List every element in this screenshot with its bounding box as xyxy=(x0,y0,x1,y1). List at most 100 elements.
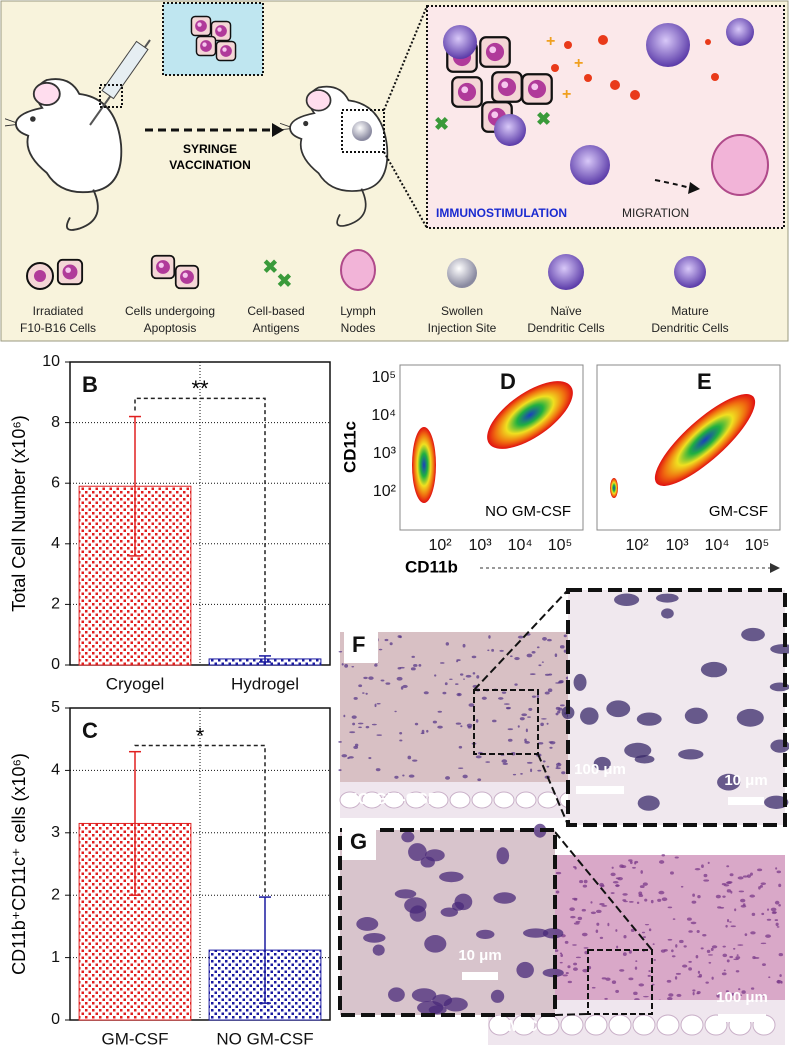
nucleus xyxy=(476,929,495,939)
nucleus xyxy=(466,723,473,728)
nucleus xyxy=(349,731,356,734)
nucleus xyxy=(657,898,662,902)
nucleus xyxy=(352,722,356,726)
fat-cell xyxy=(515,791,537,809)
nucleus xyxy=(599,882,604,887)
nucleus xyxy=(411,988,437,1003)
nucleus xyxy=(516,961,534,979)
nucleus xyxy=(358,726,362,729)
zoom-box xyxy=(99,84,123,108)
fat-cell xyxy=(656,1014,680,1036)
y-tick-label: 1 xyxy=(51,949,60,966)
panel-letter: C xyxy=(82,718,98,743)
nucleus xyxy=(573,967,578,971)
nucleus xyxy=(619,969,625,972)
nucleus xyxy=(546,765,550,768)
nucleus xyxy=(629,861,633,865)
nucleus xyxy=(525,728,528,733)
x-tick-label: 10³ xyxy=(468,537,492,554)
nucleus xyxy=(440,907,459,917)
y-tick-label: 10⁴ xyxy=(371,407,396,424)
nucleus xyxy=(703,873,708,878)
nucleus xyxy=(758,886,761,890)
nucleus xyxy=(537,769,542,772)
nucleus xyxy=(663,948,668,952)
panel-letter: F xyxy=(352,632,365,657)
nucleus xyxy=(683,945,687,948)
nucleus xyxy=(507,728,514,731)
nucleus xyxy=(536,646,540,649)
svg-text:+: + xyxy=(574,55,583,72)
legend-label: Irradiated xyxy=(33,304,84,318)
nucleus xyxy=(750,931,756,935)
nucleus xyxy=(640,870,643,874)
nucleus xyxy=(655,593,679,603)
nucleus xyxy=(462,774,468,779)
nucleus xyxy=(632,866,636,869)
nucleus xyxy=(514,656,520,661)
nucleus xyxy=(666,979,672,983)
nucleus xyxy=(672,918,676,920)
nucleus xyxy=(439,662,445,664)
legend-label: F10-B16 Cells xyxy=(20,321,96,335)
x-tick-label: 10³ xyxy=(665,537,689,554)
zoom-box xyxy=(341,109,385,153)
nucleus xyxy=(780,980,783,984)
nucleus xyxy=(733,947,736,950)
nucleus xyxy=(505,706,511,710)
nucleus xyxy=(501,691,507,694)
nucleus xyxy=(547,688,553,693)
nucleus xyxy=(394,889,417,899)
nucleus xyxy=(648,970,651,972)
nucleus xyxy=(443,997,468,1012)
nucleus xyxy=(567,965,571,969)
nucleus xyxy=(612,880,619,884)
nucleus xyxy=(556,762,562,767)
nucleus xyxy=(507,738,513,742)
nucleus xyxy=(642,936,646,939)
nucleus xyxy=(502,762,508,766)
nucleus xyxy=(760,994,764,998)
nucleus xyxy=(765,934,772,938)
x-axis-label: CD11b xyxy=(405,557,458,576)
nucleus xyxy=(668,993,674,997)
x-tick-label: Cryogel xyxy=(106,674,165,693)
nucleus xyxy=(402,684,408,688)
nucleus xyxy=(688,967,692,971)
nucleus xyxy=(700,947,704,950)
nucleus xyxy=(414,722,419,726)
nucleus xyxy=(408,774,415,778)
nucleus xyxy=(738,890,745,893)
nucleus xyxy=(485,761,491,763)
nucleus xyxy=(499,649,504,652)
nucleus xyxy=(622,893,628,896)
nucleus xyxy=(542,968,564,978)
nucleus xyxy=(465,674,472,678)
nucleus xyxy=(595,909,602,914)
fat-cell xyxy=(493,791,515,809)
fat-cell xyxy=(608,1014,632,1036)
nucleus xyxy=(579,879,584,884)
nucleus xyxy=(363,676,368,680)
nucleus xyxy=(481,696,487,700)
nucleus xyxy=(565,972,569,975)
zoom-box xyxy=(473,689,539,755)
arrow-head xyxy=(272,123,284,137)
nucleus xyxy=(737,944,744,946)
nucleus xyxy=(581,932,588,937)
nucleus xyxy=(696,992,700,995)
nucleus xyxy=(501,759,508,763)
nucleus xyxy=(700,661,728,678)
nucleus xyxy=(742,875,748,878)
nucleus xyxy=(644,898,648,902)
nucleus xyxy=(541,718,547,720)
nucleus xyxy=(730,890,733,894)
nucleus xyxy=(424,935,447,953)
nucleus xyxy=(487,649,490,652)
nucleus xyxy=(764,795,789,809)
nucleus xyxy=(710,947,714,951)
fat-cell xyxy=(584,1014,608,1036)
nucleus xyxy=(661,608,674,619)
nucleus xyxy=(717,773,741,791)
axis-arrow-head xyxy=(770,563,780,573)
